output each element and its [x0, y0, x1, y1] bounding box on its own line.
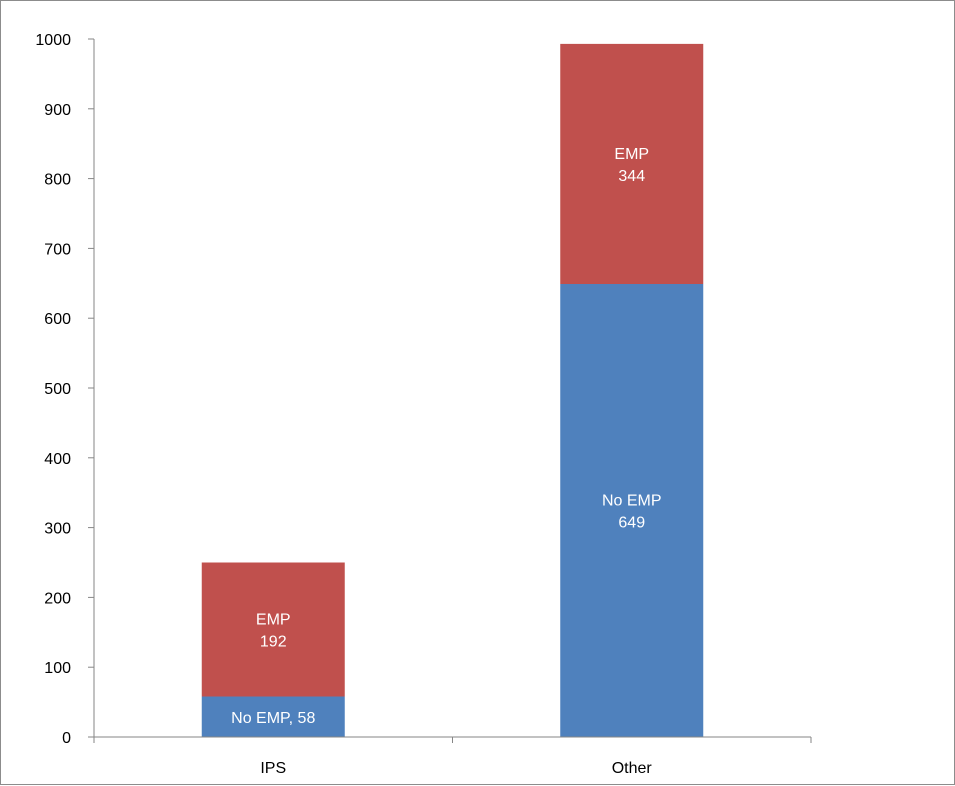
y-tick-label: 900 — [44, 102, 71, 119]
bar-ips-series-1 — [201, 562, 345, 697]
y-tick-label: 200 — [44, 590, 71, 607]
x-category-label: Other — [612, 760, 653, 777]
data-label: EMP 344 — [614, 146, 649, 185]
y-tick-label: 800 — [44, 172, 71, 189]
y-tick-label: 500 — [44, 381, 71, 398]
y-tick-label: 400 — [44, 451, 71, 468]
y-tick-label: 600 — [44, 311, 71, 328]
bar-ips-series-0 — [201, 696, 345, 737]
data-label: No EMP, 58 — [231, 710, 315, 727]
bar-other-series-1 — [560, 43, 704, 284]
x-category-label: IPS — [260, 760, 286, 777]
data-label: EMP 192 — [256, 612, 291, 651]
bar-other-series-0 — [560, 283, 704, 737]
y-tick-label: 700 — [44, 241, 71, 258]
data-label: No EMP 649 — [602, 492, 662, 531]
y-tick-label: 1000 — [35, 32, 71, 49]
y-tick-label: 300 — [44, 521, 71, 538]
y-tick-label: 100 — [44, 660, 71, 677]
y-tick-label: 0 — [62, 730, 71, 747]
